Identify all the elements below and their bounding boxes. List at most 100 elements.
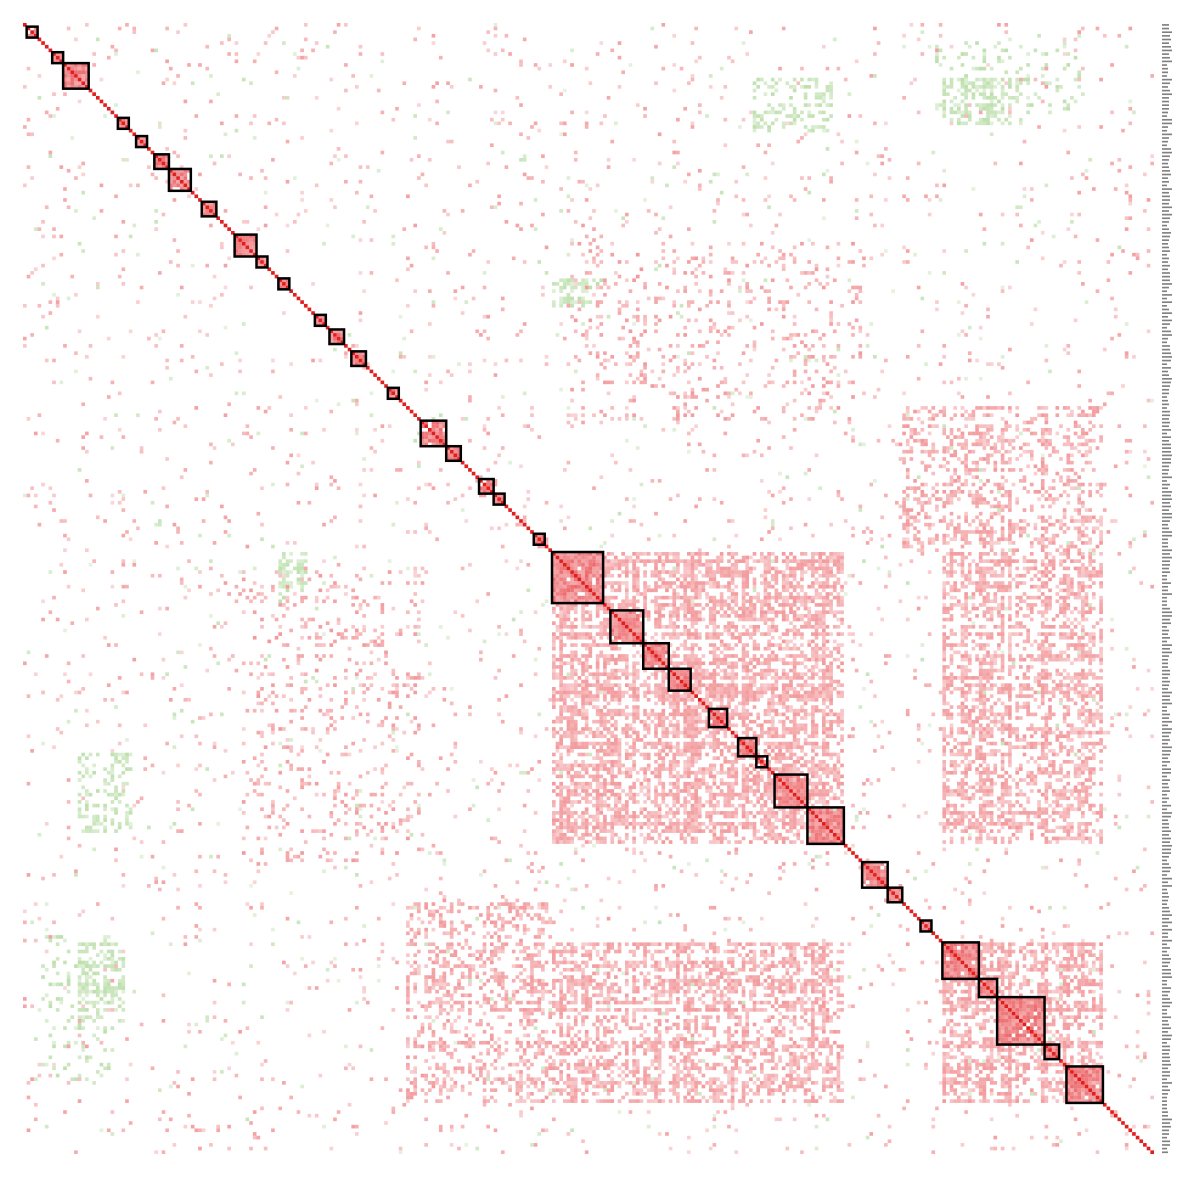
heatmap-cell <box>107 1066 111 1070</box>
heatmap-cell <box>497 122 501 126</box>
heatmap-cell <box>786 402 790 406</box>
heatmap-cell <box>461 1066 465 1070</box>
heatmap-cell <box>432 304 436 308</box>
heatmap-cell <box>264 596 268 600</box>
heatmap-cell <box>468 362 472 366</box>
heatmap-cell <box>855 198 859 202</box>
heatmap-cell <box>786 300 790 304</box>
heatmap-cell <box>100 961 104 965</box>
heatmap-cell <box>406 906 410 910</box>
heatmap-cell <box>822 344 826 348</box>
heatmap-cell <box>815 81 819 85</box>
heatmap-cell <box>59 381 63 385</box>
heatmap-cell <box>983 96 987 100</box>
heatmap-cell <box>1099 435 1103 439</box>
heatmap-cell <box>176 180 180 184</box>
heatmap-cell <box>475 917 479 921</box>
heatmap-cell <box>464 1045 468 1049</box>
heatmap-cell <box>1066 351 1070 355</box>
heatmap-cell <box>924 450 928 454</box>
heatmap-cell <box>1026 63 1030 67</box>
heatmap-cell <box>950 85 954 89</box>
heatmap-cell <box>683 289 687 293</box>
heatmap-cell <box>125 1077 129 1081</box>
heatmap-cell <box>1019 162 1023 166</box>
heatmap-cell <box>1004 92 1008 96</box>
heatmap-cell <box>691 41 695 45</box>
heatmap-cell <box>315 643 319 647</box>
heatmap-cell <box>979 85 983 89</box>
heatmap-cell <box>979 78 983 82</box>
heatmap-cell <box>38 304 42 308</box>
heatmap-cell <box>391 683 395 687</box>
heatmap-cell <box>950 443 954 447</box>
heatmap-cell <box>315 793 319 797</box>
heatmap-cell <box>468 395 472 399</box>
heatmap-cell <box>687 319 691 323</box>
heatmap-cell <box>74 709 78 713</box>
heatmap-cell <box>483 993 487 997</box>
heatmap-cell <box>238 592 242 596</box>
heatmap-cell <box>497 1015 501 1019</box>
heatmap-cell <box>114 942 118 946</box>
heatmap-cell <box>1037 34 1041 38</box>
heatmap-cell <box>731 326 735 330</box>
heatmap-cell <box>709 300 713 304</box>
heatmap-cell <box>122 753 126 757</box>
heatmap-cell <box>227 1125 231 1129</box>
heatmap-cell <box>180 176 184 180</box>
heatmap-cell <box>264 698 268 702</box>
heatmap-cell <box>501 395 505 399</box>
heatmap-cell <box>162 917 166 921</box>
heatmap-cell <box>483 950 487 954</box>
heatmap-cell <box>1103 34 1107 38</box>
heatmap-cell <box>1048 486 1052 490</box>
heatmap-cell <box>235 114 239 118</box>
heatmap-cell <box>319 687 323 691</box>
heatmap-cell <box>975 468 979 472</box>
heatmap-cell <box>716 202 720 206</box>
heatmap-cell <box>1077 74 1081 78</box>
heatmap-cell <box>479 760 483 764</box>
heatmap-cell <box>490 837 494 841</box>
heatmap-cell <box>837 264 841 268</box>
heatmap-cell <box>103 942 107 946</box>
heatmap-cell <box>545 246 549 250</box>
heatmap-cell <box>1059 494 1063 498</box>
heatmap-cell <box>391 607 395 611</box>
heatmap-cell <box>417 950 421 954</box>
heatmap-cell <box>406 975 410 979</box>
heatmap-cell <box>198 928 202 932</box>
heatmap-cell <box>362 939 366 943</box>
heatmap-cell <box>906 260 910 264</box>
heatmap-cell <box>771 231 775 235</box>
heatmap-cell <box>439 1088 443 1092</box>
heatmap-cell <box>78 756 82 760</box>
heatmap-cell <box>486 592 490 596</box>
heatmap-cell <box>928 432 932 436</box>
heatmap-cell <box>67 297 71 301</box>
heatmap-cell <box>1128 202 1132 206</box>
heatmap-cell <box>89 1001 93 1005</box>
heatmap-cell <box>1147 198 1151 202</box>
heatmap-cell <box>194 1128 198 1132</box>
heatmap-cell <box>807 191 811 195</box>
heatmap-cell <box>224 413 228 417</box>
heatmap-cell <box>592 260 596 264</box>
heatmap-cell <box>103 939 107 943</box>
heatmap-cell <box>326 596 330 600</box>
heatmap-cell <box>833 421 837 425</box>
heatmap-cell <box>169 1085 173 1089</box>
heatmap-cell <box>793 428 797 432</box>
heatmap-cell <box>260 672 264 676</box>
heatmap-cell <box>129 807 133 811</box>
heatmap-cell <box>315 599 319 603</box>
heatmap-cell <box>1030 417 1034 421</box>
heatmap-cell <box>494 972 498 976</box>
heatmap-cell <box>45 822 49 826</box>
heatmap-cell <box>848 421 852 425</box>
heatmap-cell <box>286 140 290 144</box>
heatmap-cell <box>486 931 490 935</box>
heatmap-cell <box>406 818 410 822</box>
heatmap-cell <box>216 855 220 859</box>
